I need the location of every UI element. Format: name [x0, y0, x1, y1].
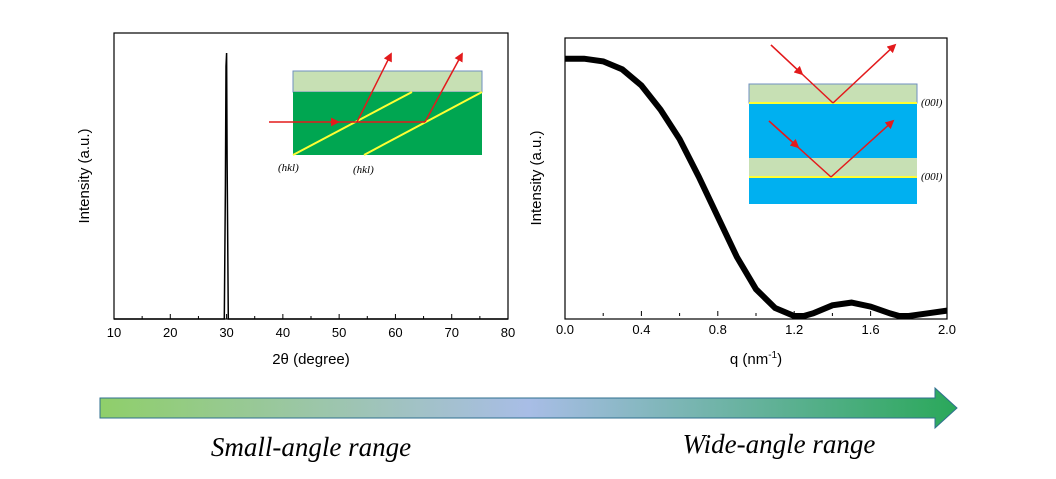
gradient-arrow — [99, 386, 958, 430]
inset-layer-light — [748, 83, 918, 104]
plane-label: (00l) — [921, 97, 943, 109]
x-axis-title: q (nm-1) — [730, 350, 782, 368]
inset-layer-blue — [749, 103, 917, 158]
inset-bulk-layer — [293, 92, 482, 155]
x-tick-label: 80 — [501, 325, 515, 340]
saxs-chart: 0.0 0.4 0.8 1.2 1.6 2.0 q (nm-1) Intensity (a… — [528, 37, 956, 368]
x-tick-label: 50 — [332, 325, 346, 340]
x-tick-label: 30 — [219, 325, 233, 340]
plane-label: (hkl) — [278, 162, 299, 174]
lattice-plane — [363, 91, 483, 156]
diffracted-ray — [424, 52, 463, 123]
x-axis-title: 2θ (degree) — [272, 351, 350, 368]
y-axis-title: Intensity (a.u.) — [528, 130, 545, 225]
plot-frame — [564, 37, 948, 320]
x-tick-label: 2.0 — [938, 322, 956, 337]
x-ticks: 10 20 30 40 50 60 70 80 — [107, 314, 515, 340]
range-arrow — [99, 386, 958, 430]
wide-angle-label: Wide-angle range — [683, 429, 876, 459]
x-tick-label: 40 — [276, 325, 290, 340]
inset-diagram: (00l) (00l) — [748, 43, 943, 204]
x-axis-title-main: q (nm — [730, 351, 768, 368]
reflected-ray — [830, 119, 895, 178]
series-line — [565, 55, 948, 319]
x-tick-label: 20 — [163, 325, 177, 340]
series-line — [114, 52, 508, 320]
x-tick-label: 70 — [444, 325, 458, 340]
lattice-plane — [292, 91, 413, 156]
x-ticks: 0.0 0.4 0.8 1.2 1.6 2.0 — [556, 311, 956, 337]
plane-label: (00l) — [921, 171, 943, 183]
x-tick-label: 0.0 — [556, 322, 574, 337]
plane-label: (hkl) — [353, 164, 374, 176]
x-tick-label: 0.4 — [632, 322, 650, 337]
inset-layer-light — [749, 158, 917, 177]
diffracted-ray — [356, 52, 392, 123]
inset-layer-blue — [749, 177, 917, 204]
incident-ray — [768, 120, 800, 149]
x-tick-label: 1.6 — [862, 322, 880, 337]
y-axis-title: Intensity (a.u.) — [76, 128, 93, 223]
incident-ray — [770, 44, 804, 76]
x-axis-title-end: ) — [777, 351, 782, 368]
reflected-ray — [832, 43, 897, 104]
inset-diagram: (hkl) (hkl) — [269, 52, 483, 176]
x-tick-label: 1.2 — [785, 322, 803, 337]
x-tick-label: 0.8 — [709, 322, 727, 337]
x-tick-label: 60 — [388, 325, 402, 340]
small-angle-label: Small-angle range — [211, 432, 411, 462]
x-tick-label: 10 — [107, 325, 121, 340]
xrd-chart: 10 20 30 40 50 60 70 80 2θ (degree) Intensity (… — [76, 32, 515, 368]
x-axis-title-sup: -1 — [768, 350, 777, 361]
inset-top-layer — [292, 70, 483, 93]
